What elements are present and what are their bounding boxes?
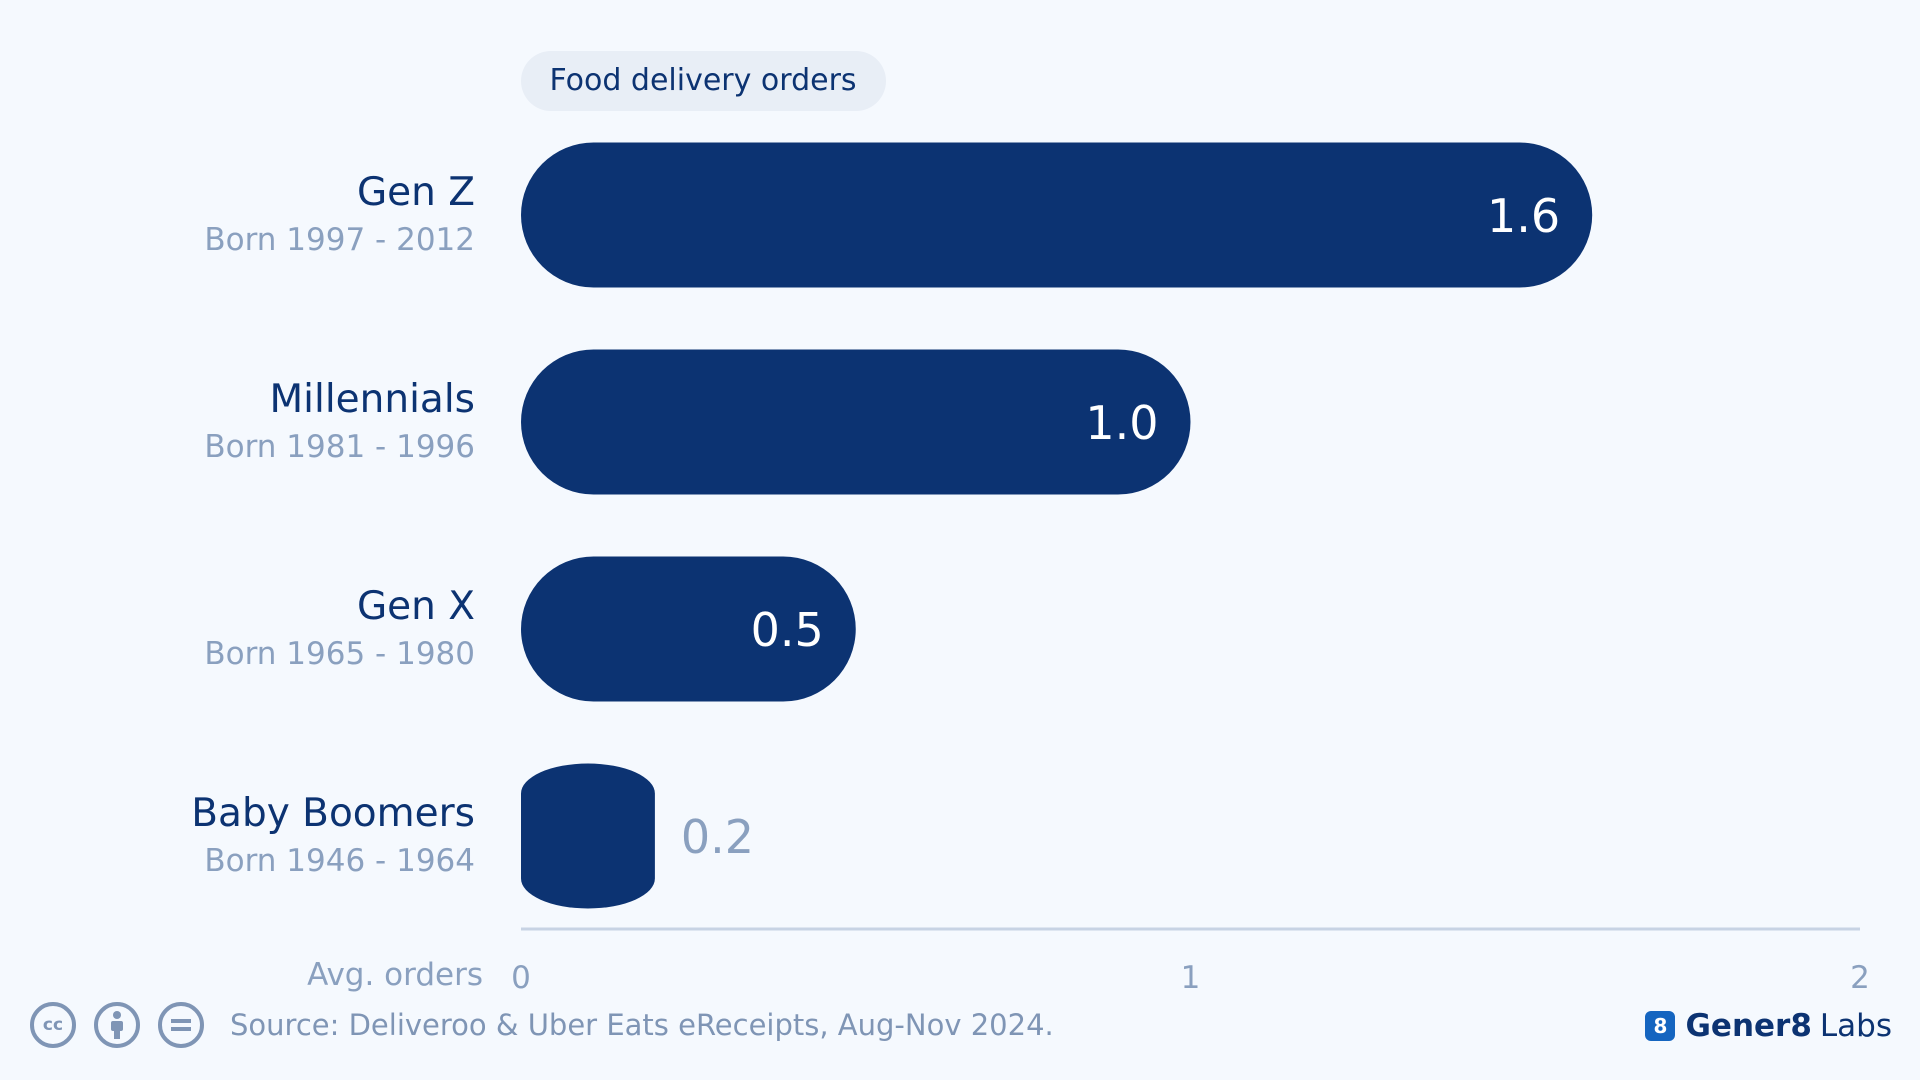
- no-derivatives-icon: [158, 1002, 204, 1048]
- category-subtitle: Born 1965 - 1980: [204, 636, 475, 672]
- brand-name-rest: Labs: [1819, 1008, 1892, 1044]
- brand-logo-icon: 8: [1645, 1011, 1676, 1041]
- bar-value-label: 0.5: [751, 603, 824, 657]
- category-name: Gen X: [357, 584, 475, 629]
- brand-name-bold: Gener8: [1685, 1008, 1812, 1044]
- x-tick-label: 0: [511, 960, 531, 996]
- bar: [521, 349, 1191, 495]
- x-axis-label: Avg. orders: [307, 957, 483, 993]
- category-labels-group: Gen Z Born 1997 - 2012 Millennials Born 198…: [191, 170, 475, 879]
- bar-value-label: 0.2: [681, 810, 754, 864]
- category-subtitle: Born 1946 - 1964: [204, 843, 475, 879]
- bar-value-label: 1.0: [1085, 396, 1158, 450]
- brand[interactable]: 8 Gener8 Labs: [1645, 1006, 1892, 1046]
- x-ticks-group: 0 1 2: [511, 960, 1870, 996]
- category-subtitle: Born 1997 - 2012: [204, 222, 475, 258]
- category-subtitle: Born 1981 - 1996: [204, 429, 475, 465]
- legend-title: Food delivery orders: [549, 63, 856, 98]
- category-name: Baby Boomers: [191, 791, 475, 836]
- footer: cc Source: Deliveroo & Uber Eats eReceip…: [30, 999, 1054, 1051]
- x-tick-label: 1: [1181, 960, 1201, 996]
- bar: [521, 142, 1593, 288]
- category-name: Millennials: [270, 377, 475, 422]
- bar: [521, 763, 655, 909]
- category-name: Gen Z: [357, 170, 475, 215]
- attribution-icon: [94, 1002, 140, 1048]
- bars-group: 1.6 1.0 0.5 0.2: [521, 142, 1593, 909]
- bar: [521, 556, 856, 702]
- source-text: Source: Deliveroo & Uber Eats eReceipts,…: [230, 1008, 1054, 1042]
- legend-pill: Food delivery orders: [521, 51, 886, 111]
- cc-icon: cc: [30, 1002, 76, 1048]
- bar-value-label: 1.6: [1487, 189, 1560, 243]
- x-tick-label: 2: [1850, 960, 1870, 996]
